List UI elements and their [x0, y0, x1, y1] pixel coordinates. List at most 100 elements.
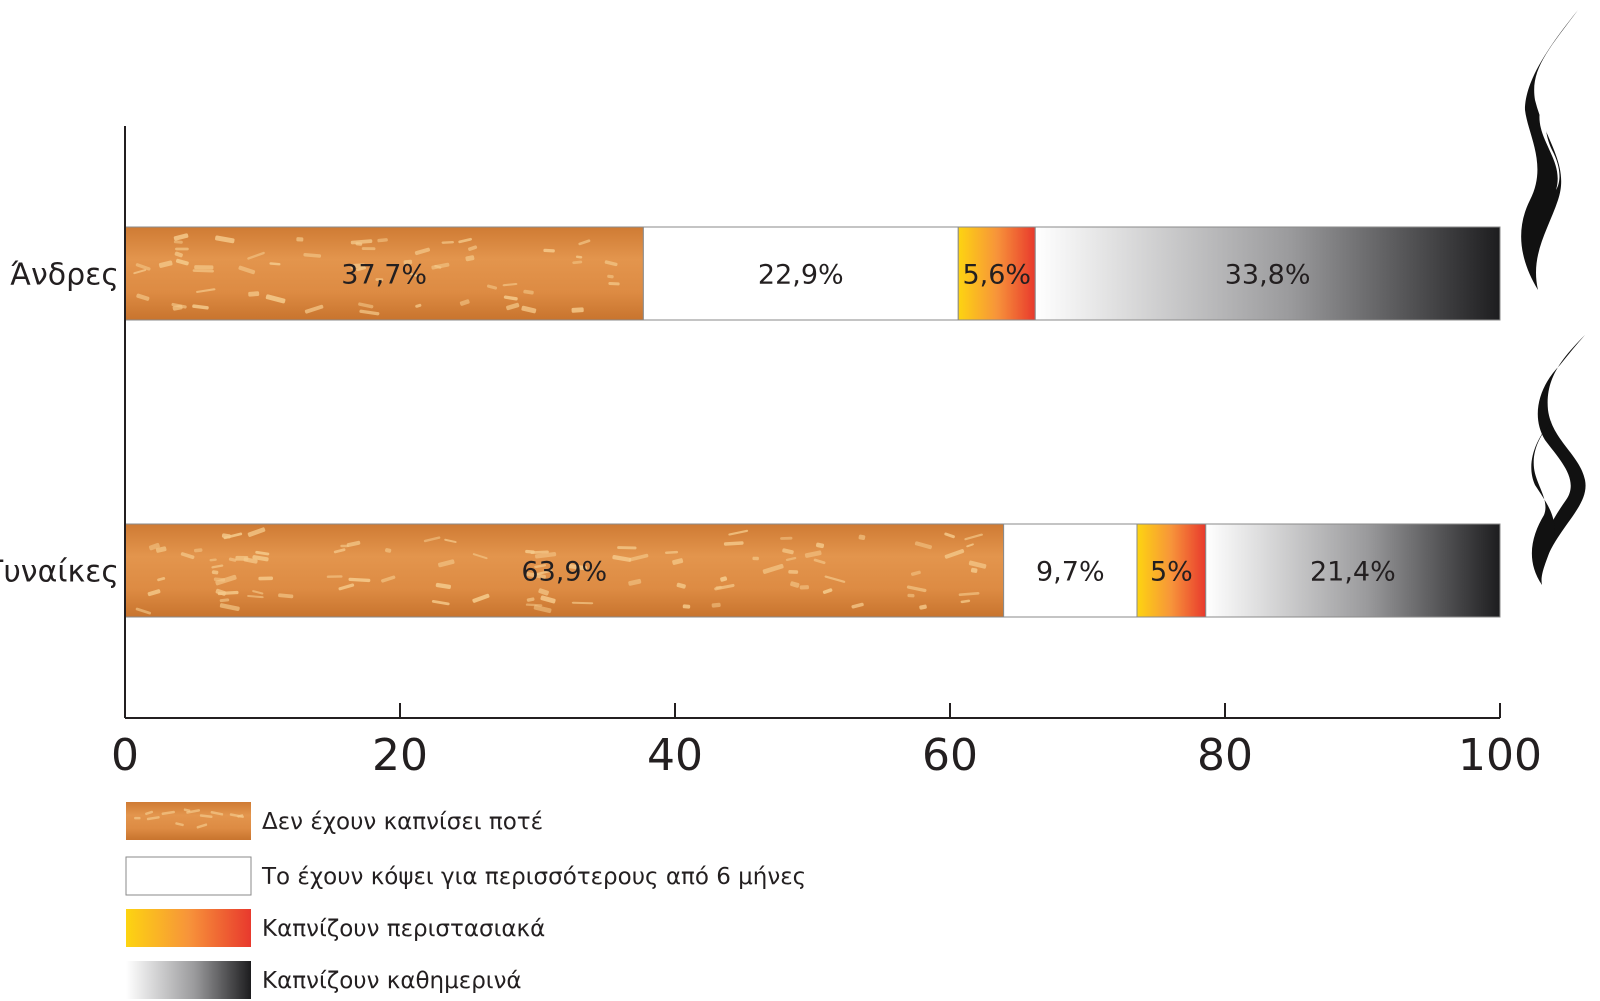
- speck: [536, 569, 553, 576]
- speck: [192, 269, 214, 273]
- speck: [534, 564, 547, 569]
- speck: [247, 594, 264, 599]
- data-label: 5,6%: [962, 260, 1031, 291]
- legend: Δεν έχουν καπνίσει ποτέ Το έχουν κόψει γι…: [125, 802, 806, 999]
- speck: [525, 603, 543, 607]
- speck: [172, 304, 183, 311]
- speck: [350, 239, 373, 245]
- speck: [431, 262, 450, 270]
- bar-1-2: [1136, 523, 1207, 618]
- speck: [223, 532, 243, 540]
- tick-label: 40: [647, 730, 703, 781]
- speck: [723, 541, 744, 546]
- speck: [414, 247, 431, 256]
- legend-label: Καπνίζουν καθημερινά: [262, 968, 522, 994]
- speck: [326, 575, 343, 578]
- speck: [538, 588, 549, 596]
- category-label: Άνδρες: [10, 258, 119, 293]
- speck: [361, 247, 376, 251]
- speck: [346, 540, 361, 548]
- bar-1-0: [124, 523, 1005, 618]
- speck: [465, 255, 475, 262]
- speck: [175, 247, 189, 251]
- data-label: 5%: [1150, 557, 1193, 588]
- speck: [665, 550, 679, 555]
- speck: [540, 595, 556, 604]
- speck: [575, 255, 583, 259]
- speck: [914, 541, 932, 550]
- speck: [385, 548, 392, 553]
- speck: [247, 527, 266, 537]
- bar-0-3: [1034, 226, 1501, 321]
- speck: [604, 260, 618, 267]
- speck: [944, 532, 955, 539]
- speck: [209, 558, 217, 562]
- speck: [348, 577, 371, 583]
- speck: [815, 542, 825, 549]
- speck: [409, 272, 419, 278]
- speck: [607, 274, 614, 279]
- speck: [523, 289, 534, 295]
- speck: [966, 543, 974, 548]
- speck: [333, 548, 346, 554]
- speck: [858, 534, 866, 541]
- speck: [217, 590, 239, 596]
- speck: [571, 601, 594, 605]
- bars-group: 37,7% 22,9% 5,6% 33,8% 63,9% 9,7% 5% 21,4%: [124, 226, 1501, 618]
- speck: [472, 593, 490, 603]
- speck: [133, 269, 147, 275]
- speck: [472, 553, 488, 560]
- speck: [196, 823, 208, 829]
- tick-label: 100: [1458, 730, 1542, 781]
- tick-label: 0: [111, 730, 139, 781]
- speck: [219, 603, 240, 612]
- data-label: 63,9%: [521, 557, 607, 588]
- speck: [135, 263, 151, 271]
- speck: [720, 576, 728, 582]
- speck: [183, 808, 191, 812]
- speck: [571, 307, 584, 313]
- speck: [381, 575, 396, 583]
- speck: [238, 265, 256, 275]
- speck: [441, 240, 454, 244]
- speck: [161, 810, 175, 816]
- tobacco-speckles: [135, 527, 987, 615]
- speck: [175, 258, 189, 266]
- speck: [944, 549, 965, 559]
- speck: [252, 555, 269, 562]
- legend-swatch: [126, 961, 251, 999]
- speck: [210, 810, 224, 816]
- tick-label: 80: [1197, 730, 1253, 781]
- speck: [530, 550, 549, 555]
- speck: [423, 536, 441, 543]
- speck: [486, 284, 498, 290]
- speck: [780, 536, 793, 540]
- speck: [503, 295, 518, 301]
- speck: [822, 588, 833, 595]
- speck: [617, 546, 637, 550]
- speck: [906, 585, 927, 593]
- bar-0-1: [642, 226, 959, 321]
- speck: [714, 583, 735, 591]
- data-label: 22,9%: [758, 260, 844, 291]
- speck: [359, 309, 380, 316]
- speck: [728, 529, 749, 536]
- speck: [155, 546, 167, 553]
- tick-label: 20: [372, 730, 428, 781]
- speck: [970, 567, 978, 573]
- speck: [785, 556, 797, 562]
- speck: [468, 245, 478, 251]
- speck: [173, 240, 183, 244]
- bar-0-0: [124, 226, 644, 321]
- speck: [377, 238, 388, 243]
- speck: [434, 264, 442, 269]
- speck: [526, 597, 535, 602]
- category-label: Γυναίκες: [0, 555, 119, 590]
- speck: [211, 570, 219, 575]
- speck: [521, 305, 537, 314]
- category-labels: Άνδρες Γυναίκες: [0, 258, 119, 590]
- speck: [248, 291, 260, 297]
- speck: [919, 604, 927, 610]
- speck: [578, 239, 591, 246]
